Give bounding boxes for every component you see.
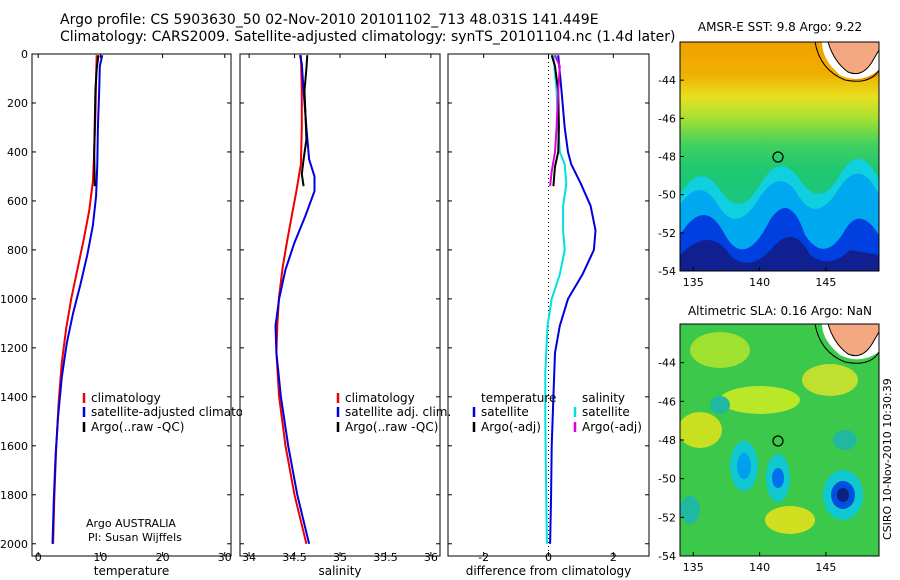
map-y-tick-label: -48 [658, 434, 676, 447]
credits-org: Argo AUSTRALIA [86, 517, 176, 530]
sst-map [679, 41, 880, 272]
legend-label: Argo(-adj) [481, 420, 541, 434]
legend-label: satellite [582, 405, 630, 419]
legend-label: satellite-adjusted climatology [91, 405, 269, 419]
series-line-argo-raw-qc- [93, 55, 100, 187]
y-tick-label: 200 [7, 97, 28, 110]
y-tick-label: 1400 [0, 391, 28, 404]
map-y-tick-label: -54 [658, 550, 676, 563]
x-tick-label: 0 [35, 551, 42, 564]
legend-label: Argo(..raw -QC) [345, 420, 438, 434]
series-line-argo-raw-qc- [300, 55, 309, 187]
map-y-tick-label: -46 [658, 112, 676, 125]
legend-label: Argo(-adj) [582, 420, 642, 434]
credits-pi: PI: Susan Wijffels [88, 531, 182, 544]
legend-label: Argo(..raw -QC) [91, 420, 184, 434]
map-y-tick-label: -50 [658, 473, 676, 486]
legend-header-temperature: temperature [481, 391, 556, 405]
series-line-climatology [52, 55, 98, 544]
legend-label: satellite adj. clim. [345, 405, 451, 419]
x-tick-label: 36 [424, 551, 438, 564]
map-y-tick-label: -48 [658, 151, 676, 164]
panel-salinity: 34 34.5 35 35.5 36 salinity [239, 53, 441, 578]
series-line-satellite-adj-clim- [274, 54, 316, 545]
map-y-tick-label: -50 [658, 189, 676, 202]
map-x-tick-label: 145 [815, 561, 836, 574]
map-x-tick-label: 135 [683, 276, 704, 289]
series-line-satellite-adjusted-climatology [51, 54, 104, 544]
map-y-tick-label: -52 [658, 227, 676, 240]
series-line-salinity-argo-adj- [549, 54, 561, 187]
y-tick-label: 0 [21, 48, 28, 61]
map-x-tick-label: 145 [815, 276, 836, 289]
y-tick-label: 1600 [0, 440, 28, 453]
x-tick-label: 35 [333, 551, 347, 564]
sla-map [679, 323, 880, 557]
map-y-tick-label: -54 [658, 265, 676, 278]
map-y-tick-label: -46 [658, 395, 676, 408]
series-line-temperature-argo-adj- [550, 54, 560, 187]
x-tick-label: 30 [218, 551, 232, 564]
legend-label: climatology [91, 391, 161, 405]
timestamp-stamp: CSIRO 10-Nov-2010 10:30:39 [881, 378, 894, 540]
map-x-tick-label: 140 [749, 561, 770, 574]
y-tick-label: 1800 [0, 489, 28, 502]
y-tick-label: 600 [7, 195, 28, 208]
x-tick-label: 10 [93, 551, 107, 564]
sla-map-title: Altimetric SLA: 0.16 Argo: NaN [688, 304, 872, 318]
panel-temperature: 0 200 400 600 800 1000 1200 1400 1600 1800 2000 0 10… [0, 48, 232, 578]
x-axis-label: salinity [318, 564, 361, 578]
map-y-tick-label: -44 [658, 357, 676, 370]
legend-difference: temperaturesatelliteArgo(-adj)salinitysa… [472, 391, 642, 434]
x-tick-label: 20 [156, 551, 170, 564]
x-axis-label: temperature [94, 564, 169, 578]
x-axis-label: difference from climatology [466, 564, 632, 578]
map-y-tick-label: -44 [658, 74, 676, 87]
y-tick-label: 1200 [0, 342, 28, 355]
x-tick-label: 2 [610, 551, 617, 564]
legend-label: satellite [481, 405, 529, 419]
y-tick-label: 400 [7, 146, 28, 159]
sst-map-title: AMSR-E SST: 9.8 Argo: 9.22 [698, 20, 862, 34]
header-line2: Climatology: CARS2009. Satellite-adjuste… [60, 29, 676, 45]
x-tick-label: 0 [545, 551, 552, 564]
map-x-tick-label: 135 [683, 561, 704, 574]
x-tick-label: -2 [478, 551, 489, 564]
x-tick-label: 34.5 [282, 551, 307, 564]
y-tick-label: 800 [7, 244, 28, 257]
map-x-tick-label: 140 [749, 276, 770, 289]
x-tick-label: 34 [242, 551, 256, 564]
x-tick-label: 35.5 [373, 551, 398, 564]
series-line-climatology [275, 55, 308, 545]
series-line-temperature-satellite [549, 55, 597, 544]
legend-header-salinity: salinity [582, 391, 625, 405]
y-tick-label: 2000 [0, 538, 28, 551]
map-y-tick-label: -52 [658, 511, 676, 524]
y-tick-label: 1000 [0, 293, 28, 306]
header-line1: Argo profile: CS 5903630_50 02-Nov-2010 … [60, 12, 599, 28]
legend-label: climatology [345, 391, 415, 405]
